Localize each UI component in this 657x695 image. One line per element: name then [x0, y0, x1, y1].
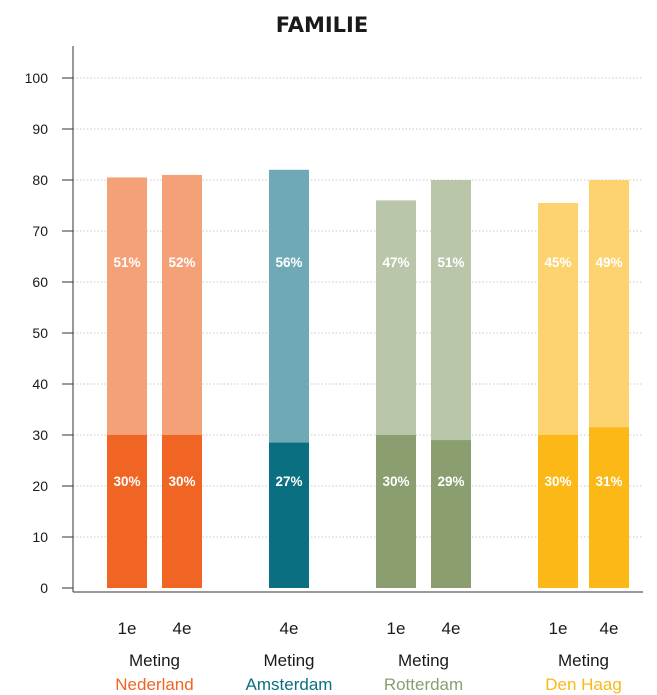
- y-tick-label: 70: [32, 223, 48, 239]
- meting-label: Meting: [129, 651, 180, 670]
- group-name-label: Den Haag: [545, 675, 622, 694]
- bar-bottom-pct-label: 31%: [595, 474, 622, 489]
- measurement-label: 1e: [549, 619, 568, 638]
- group-name-label: Rotterdam: [384, 675, 463, 694]
- measurement-label: 1e: [387, 619, 406, 638]
- x-axis-labels: 1e 4e Meting Nederland 4e Meting Amsterdam 1e 4e…: [115, 619, 622, 694]
- bar-bottom-pct-label: 27%: [275, 474, 302, 489]
- y-tick-label: 50: [32, 325, 48, 341]
- bar-top-pct-label: 49%: [595, 255, 622, 270]
- chart-title: FAMILIE: [276, 13, 368, 37]
- bar-segment-bottom: [269, 442, 309, 588]
- y-tick-label: 100: [25, 70, 49, 86]
- measurement-label: 1e: [118, 619, 137, 638]
- y-tick-label: 80: [32, 172, 48, 188]
- y-tick-label: 40: [32, 376, 48, 392]
- bar-top-pct-label: 51%: [113, 255, 140, 270]
- bar-top-pct-label: 52%: [168, 255, 195, 270]
- y-tick-label: 0: [40, 580, 48, 596]
- measurement-label: 4e: [442, 619, 461, 638]
- measurement-label: 4e: [600, 619, 619, 638]
- bars: 51% 30% 52% 30% 56% 27% 47% 30% 51% 29% 45% 30% 49% 3…: [107, 169, 629, 589]
- y-tick-label: 30: [32, 427, 48, 443]
- bar-top-pct-label: 47%: [382, 255, 409, 270]
- bar-bottom-pct-label: 29%: [437, 474, 464, 489]
- bar-segment-bottom: [376, 435, 416, 588]
- measurement-label: 4e: [280, 619, 299, 638]
- bar-top-pct-label: 51%: [437, 255, 464, 270]
- y-axis: 0 10 20 30 40 50 60 70 80 90 100: [25, 70, 73, 596]
- bar-segment-bottom: [431, 440, 471, 588]
- measurement-label: 4e: [173, 619, 192, 638]
- y-tick-label: 60: [32, 274, 48, 290]
- bar-bottom-pct-label: 30%: [168, 474, 195, 489]
- bar-bottom-pct-label: 30%: [382, 474, 409, 489]
- bar-bottom-pct-label: 30%: [113, 474, 140, 489]
- meting-label: Meting: [398, 651, 449, 670]
- y-tick-label: 20: [32, 478, 48, 494]
- meting-label: Meting: [558, 651, 609, 670]
- bar-bottom-pct-label: 30%: [544, 474, 571, 489]
- bar-top-pct-label: 56%: [275, 255, 302, 270]
- y-tick-label: 90: [32, 121, 48, 137]
- y-tick-label: 10: [32, 529, 48, 545]
- group-name-label: Nederland: [115, 675, 193, 694]
- bar-top-pct-label: 45%: [544, 255, 571, 270]
- group-name-label: Amsterdam: [246, 675, 333, 694]
- meting-label: Meting: [263, 651, 314, 670]
- bar-segment-bottom: [589, 427, 629, 588]
- bar-segment-bottom: [107, 435, 147, 588]
- bar-segment-bottom: [162, 435, 202, 588]
- bar-segment-bottom: [538, 435, 578, 588]
